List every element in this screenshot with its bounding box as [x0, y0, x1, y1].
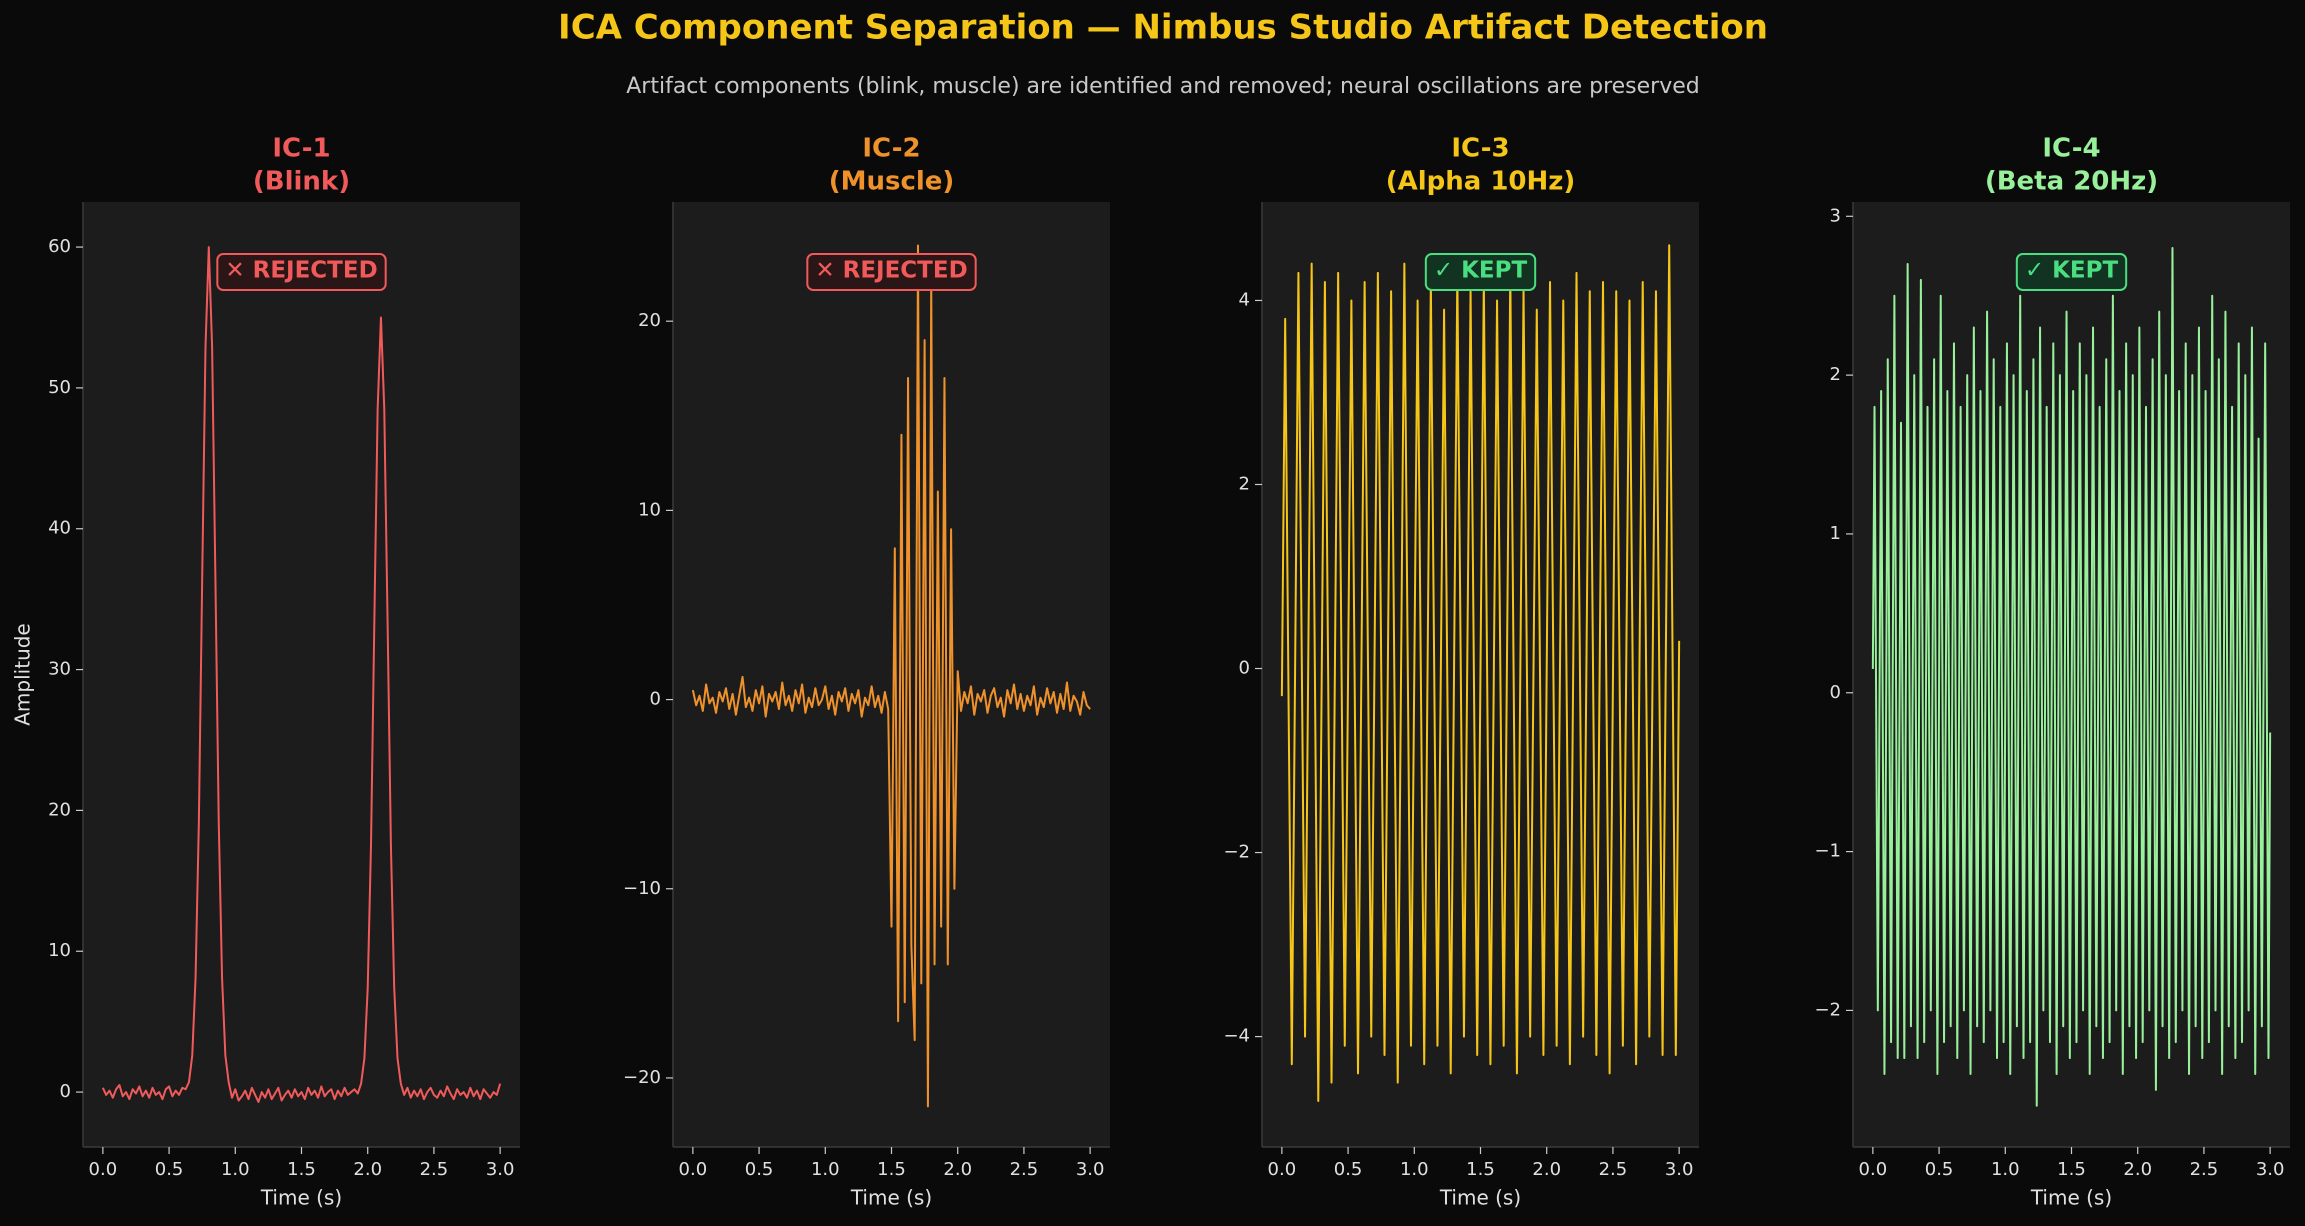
y-tick-label: 30: [48, 659, 71, 680]
x-tick-label: 0.0: [1268, 1159, 1297, 1180]
y-tick-label: 0: [650, 689, 661, 710]
y-tick-label: 10: [638, 499, 661, 520]
x-tick-label: 1.5: [2057, 1159, 2086, 1180]
x-tick-label: 3.0: [1665, 1159, 1694, 1180]
badge-label: ✓ KEPT: [2025, 258, 2119, 284]
signal-line: [1871, 247, 2272, 1107]
x-tick-label: 3.0: [2256, 1159, 2285, 1180]
y-tick-label: −2: [1223, 842, 1250, 863]
status-badge: ✕ REJECTED: [806, 253, 977, 291]
x-tick-label: 2.5: [2190, 1159, 2219, 1180]
x-tick-label: 3.0: [1076, 1159, 1105, 1180]
x-tick-label: 0.0: [679, 1159, 708, 1180]
panel-subtitle: (Beta 20Hz): [1985, 167, 2158, 197]
x-tick-label: 2.5: [1599, 1159, 1628, 1180]
x-axis-label: Time (s): [260, 1186, 342, 1210]
y-tick-label: 40: [48, 518, 71, 539]
y-tick-label: 0: [60, 1081, 71, 1102]
x-tick-label: 2.0: [943, 1159, 972, 1180]
x-tick-label: 2.0: [2123, 1159, 2152, 1180]
signal-line: [691, 244, 1091, 1108]
x-tick-label: 1.0: [221, 1159, 250, 1180]
signal-line: [101, 246, 502, 1103]
x-tick-label: 1.5: [877, 1159, 906, 1180]
x-tick-label: 1.5: [287, 1159, 316, 1180]
badge-box: [216, 253, 387, 291]
badge-label: ✕ REJECTED: [815, 258, 967, 284]
panel-subtitle: (Alpha 10Hz): [1386, 167, 1576, 197]
plot-area: [83, 202, 520, 1147]
panel-title: IC-3: [1451, 134, 1509, 164]
y-tick-label: 2: [1239, 473, 1250, 494]
x-tick-label: 1.0: [1400, 1159, 1429, 1180]
y-tick-label: 60: [48, 236, 71, 257]
x-tick-label: 0.5: [1334, 1159, 1363, 1180]
status-badge: ✓ KEPT: [2015, 253, 2128, 291]
badge-box: [1424, 253, 1537, 291]
y-tick-label: 10: [48, 940, 71, 961]
status-badge: ✕ REJECTED: [216, 253, 387, 291]
badge-label: ✓ KEPT: [1434, 258, 1528, 284]
y-tick-label: 0: [1239, 658, 1250, 679]
y-tick-label: 20: [48, 799, 71, 820]
y-tick-label: 0: [1830, 682, 1841, 703]
x-tick-label: 2.5: [1010, 1159, 1039, 1180]
y-tick-label: −4: [1223, 1026, 1250, 1047]
panel-title: IC-4: [2042, 134, 2100, 164]
y-tick-label: −2: [1814, 999, 1841, 1020]
y-tick-label: 20: [638, 310, 661, 331]
x-tick-label: 1.0: [811, 1159, 840, 1180]
badge-box: [806, 253, 977, 291]
y-tick-label: 1: [1830, 523, 1841, 544]
x-tick-label: 0.5: [155, 1159, 184, 1180]
status-badge: ✓ KEPT: [1424, 253, 1537, 291]
y-tick-label: −10: [623, 878, 661, 899]
panel-title: IC-2: [862, 134, 920, 164]
badge-box: [2015, 253, 2128, 291]
figure-subtitle: Artifact components (blink, muscle) are …: [626, 74, 1699, 99]
x-tick-label: 0.0: [89, 1159, 118, 1180]
x-axis-label: Time (s): [2030, 1186, 2112, 1210]
x-axis-label: Time (s): [850, 1186, 932, 1210]
panel-subtitle: (Blink): [253, 167, 350, 197]
figure-title: ICA Component Separation — Nimbus Studio…: [558, 8, 1768, 48]
y-tick-label: 3: [1830, 205, 1841, 226]
x-tick-label: 2.0: [353, 1159, 382, 1180]
badge-label: ✕ REJECTED: [225, 258, 377, 284]
panel-title: IC-1: [272, 134, 330, 164]
y-tick-label: −20: [623, 1067, 661, 1088]
x-tick-label: 2.0: [1532, 1159, 1561, 1180]
y-tick-label: 2: [1830, 364, 1841, 385]
plot-area: [673, 202, 1110, 1147]
y-tick-label: 4: [1239, 289, 1250, 310]
x-tick-label: 3.0: [486, 1159, 515, 1180]
x-axis-label: Time (s): [1439, 1186, 1521, 1210]
x-tick-label: 0.0: [1859, 1159, 1888, 1180]
signal-line: [1280, 244, 1681, 1102]
y-tick-label: 50: [48, 377, 71, 398]
x-tick-label: 1.0: [1991, 1159, 2020, 1180]
y-tick-label: −1: [1814, 841, 1841, 862]
panel-subtitle: (Muscle): [829, 167, 955, 197]
y-axis-label: Amplitude: [11, 623, 35, 726]
x-tick-label: 0.5: [745, 1159, 774, 1180]
x-tick-label: 1.5: [1466, 1159, 1495, 1180]
x-tick-label: 2.5: [420, 1159, 449, 1180]
x-tick-label: 0.5: [1925, 1159, 1954, 1180]
